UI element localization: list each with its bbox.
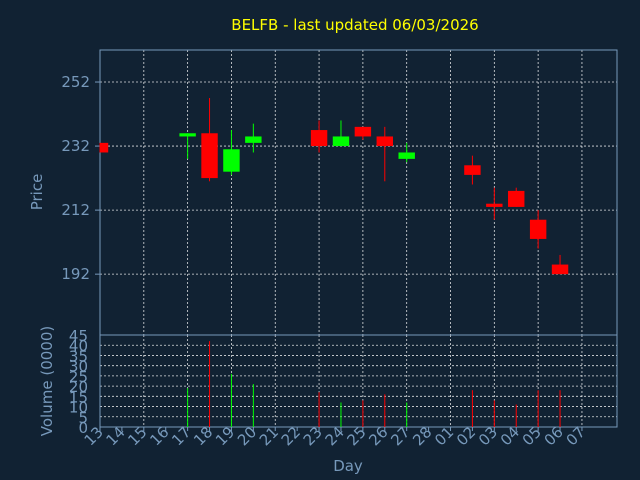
candle [464,155,481,185]
candle-body [354,126,372,137]
candle-body [310,130,328,147]
price-axis-label: Price [28,174,46,211]
candle [332,120,350,147]
candle [201,98,218,182]
volume-tick-label: 35 [69,347,88,365]
candle [179,133,196,159]
volume-series [187,341,561,427]
candle-body [376,136,394,147]
volume-panel-frame [99,334,618,428]
volume-tick-label: 40 [69,337,88,355]
candle-body [179,133,196,137]
candle-body [464,165,481,175]
candle-body [332,136,350,147]
candle-body [223,149,240,172]
candle [310,120,328,153]
price-tick-label: 192 [61,265,90,283]
candle-body [100,142,109,153]
volume-tick-label: 5 [78,409,88,427]
candle [486,187,503,220]
candle [245,123,262,153]
candle [551,254,569,275]
x-axis-label: Day [333,457,363,475]
candle-body [551,264,569,275]
candle-body [245,136,262,143]
candle [508,187,525,207]
volume-axis-label: Volume (0000) [38,326,56,436]
candle [354,126,372,140]
volume-tick-label: 10 [69,399,88,417]
volume-grid [100,334,617,428]
price-tick-label: 232 [61,137,90,155]
candle [376,126,394,182]
volume-tick-label: 45 [69,327,88,345]
volume-tick-label: 15 [69,388,88,406]
price-panel-frame [99,49,618,336]
candle [223,130,240,175]
candle-body [201,133,218,179]
x-axis-ticks: 1314151617181920212223242526272801020304… [81,423,589,449]
candle [398,142,415,163]
price-tick-label: 212 [61,201,90,219]
candlestick-series [99,98,569,275]
candle [99,142,109,153]
volume-tick-label: 25 [69,368,88,386]
volume-tick-label: 0 [78,419,88,437]
candle-body [486,203,503,207]
candle-body [529,219,547,239]
candle-body [398,152,415,159]
candle [529,210,547,249]
volume-tick-label: 30 [69,358,88,376]
price-tick-label: 252 [61,73,90,91]
price-y-ticks: 192 212 232 252 [61,73,100,283]
chart-title: BELFB - last updated 06/03/2026 [231,16,478,34]
candle-body [508,190,525,207]
volume-tick-label: 20 [69,378,88,396]
price-grid [100,50,617,335]
